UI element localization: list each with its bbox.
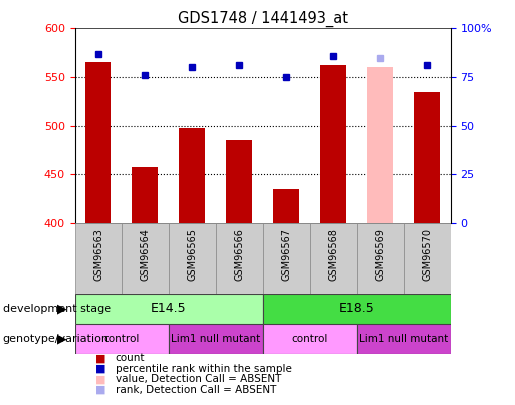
Bar bbox=[168, 223, 216, 294]
Text: control: control bbox=[291, 334, 328, 344]
Bar bbox=[75, 223, 122, 294]
Bar bbox=[414, 92, 440, 223]
Bar bbox=[356, 223, 404, 294]
Text: GSM96567: GSM96567 bbox=[281, 228, 291, 281]
Bar bbox=[132, 167, 158, 223]
Bar bbox=[263, 324, 356, 354]
Text: percentile rank within the sample: percentile rank within the sample bbox=[116, 364, 292, 374]
Bar bbox=[263, 294, 451, 324]
Text: development stage: development stage bbox=[3, 304, 111, 314]
Bar bbox=[75, 324, 168, 354]
Bar bbox=[263, 223, 310, 294]
Bar bbox=[216, 223, 263, 294]
Text: count: count bbox=[116, 354, 145, 363]
Title: GDS1748 / 1441493_at: GDS1748 / 1441493_at bbox=[178, 11, 348, 27]
Text: GSM96568: GSM96568 bbox=[328, 228, 338, 281]
Bar bbox=[122, 223, 168, 294]
Text: ■: ■ bbox=[95, 375, 106, 384]
Bar bbox=[356, 324, 451, 354]
Text: genotype/variation: genotype/variation bbox=[3, 334, 109, 344]
Text: ▶: ▶ bbox=[57, 302, 67, 315]
Text: ■: ■ bbox=[95, 354, 106, 363]
Bar bbox=[226, 140, 252, 223]
Text: rank, Detection Call = ABSENT: rank, Detection Call = ABSENT bbox=[116, 385, 276, 395]
Text: E14.5: E14.5 bbox=[151, 302, 186, 315]
Text: GSM96564: GSM96564 bbox=[140, 228, 150, 281]
Text: E18.5: E18.5 bbox=[339, 302, 374, 315]
Text: Lim1 null mutant: Lim1 null mutant bbox=[359, 334, 448, 344]
Bar bbox=[404, 223, 451, 294]
Text: control: control bbox=[104, 334, 140, 344]
Bar bbox=[367, 67, 393, 223]
Text: GSM96569: GSM96569 bbox=[375, 228, 385, 281]
Bar bbox=[85, 62, 111, 223]
Text: value, Detection Call = ABSENT: value, Detection Call = ABSENT bbox=[116, 375, 281, 384]
Bar bbox=[179, 128, 205, 223]
Text: ▶: ▶ bbox=[57, 333, 67, 346]
Text: ■: ■ bbox=[95, 364, 106, 374]
Bar bbox=[273, 189, 299, 223]
Bar bbox=[168, 324, 263, 354]
Text: Lim1 null mutant: Lim1 null mutant bbox=[171, 334, 260, 344]
Bar bbox=[75, 294, 263, 324]
Text: GSM96563: GSM96563 bbox=[93, 228, 103, 281]
Text: GSM96566: GSM96566 bbox=[234, 228, 244, 281]
Text: GSM96565: GSM96565 bbox=[187, 228, 197, 281]
Bar bbox=[320, 65, 346, 223]
Text: GSM96570: GSM96570 bbox=[422, 228, 432, 281]
Bar bbox=[310, 223, 356, 294]
Text: ■: ■ bbox=[95, 385, 106, 395]
